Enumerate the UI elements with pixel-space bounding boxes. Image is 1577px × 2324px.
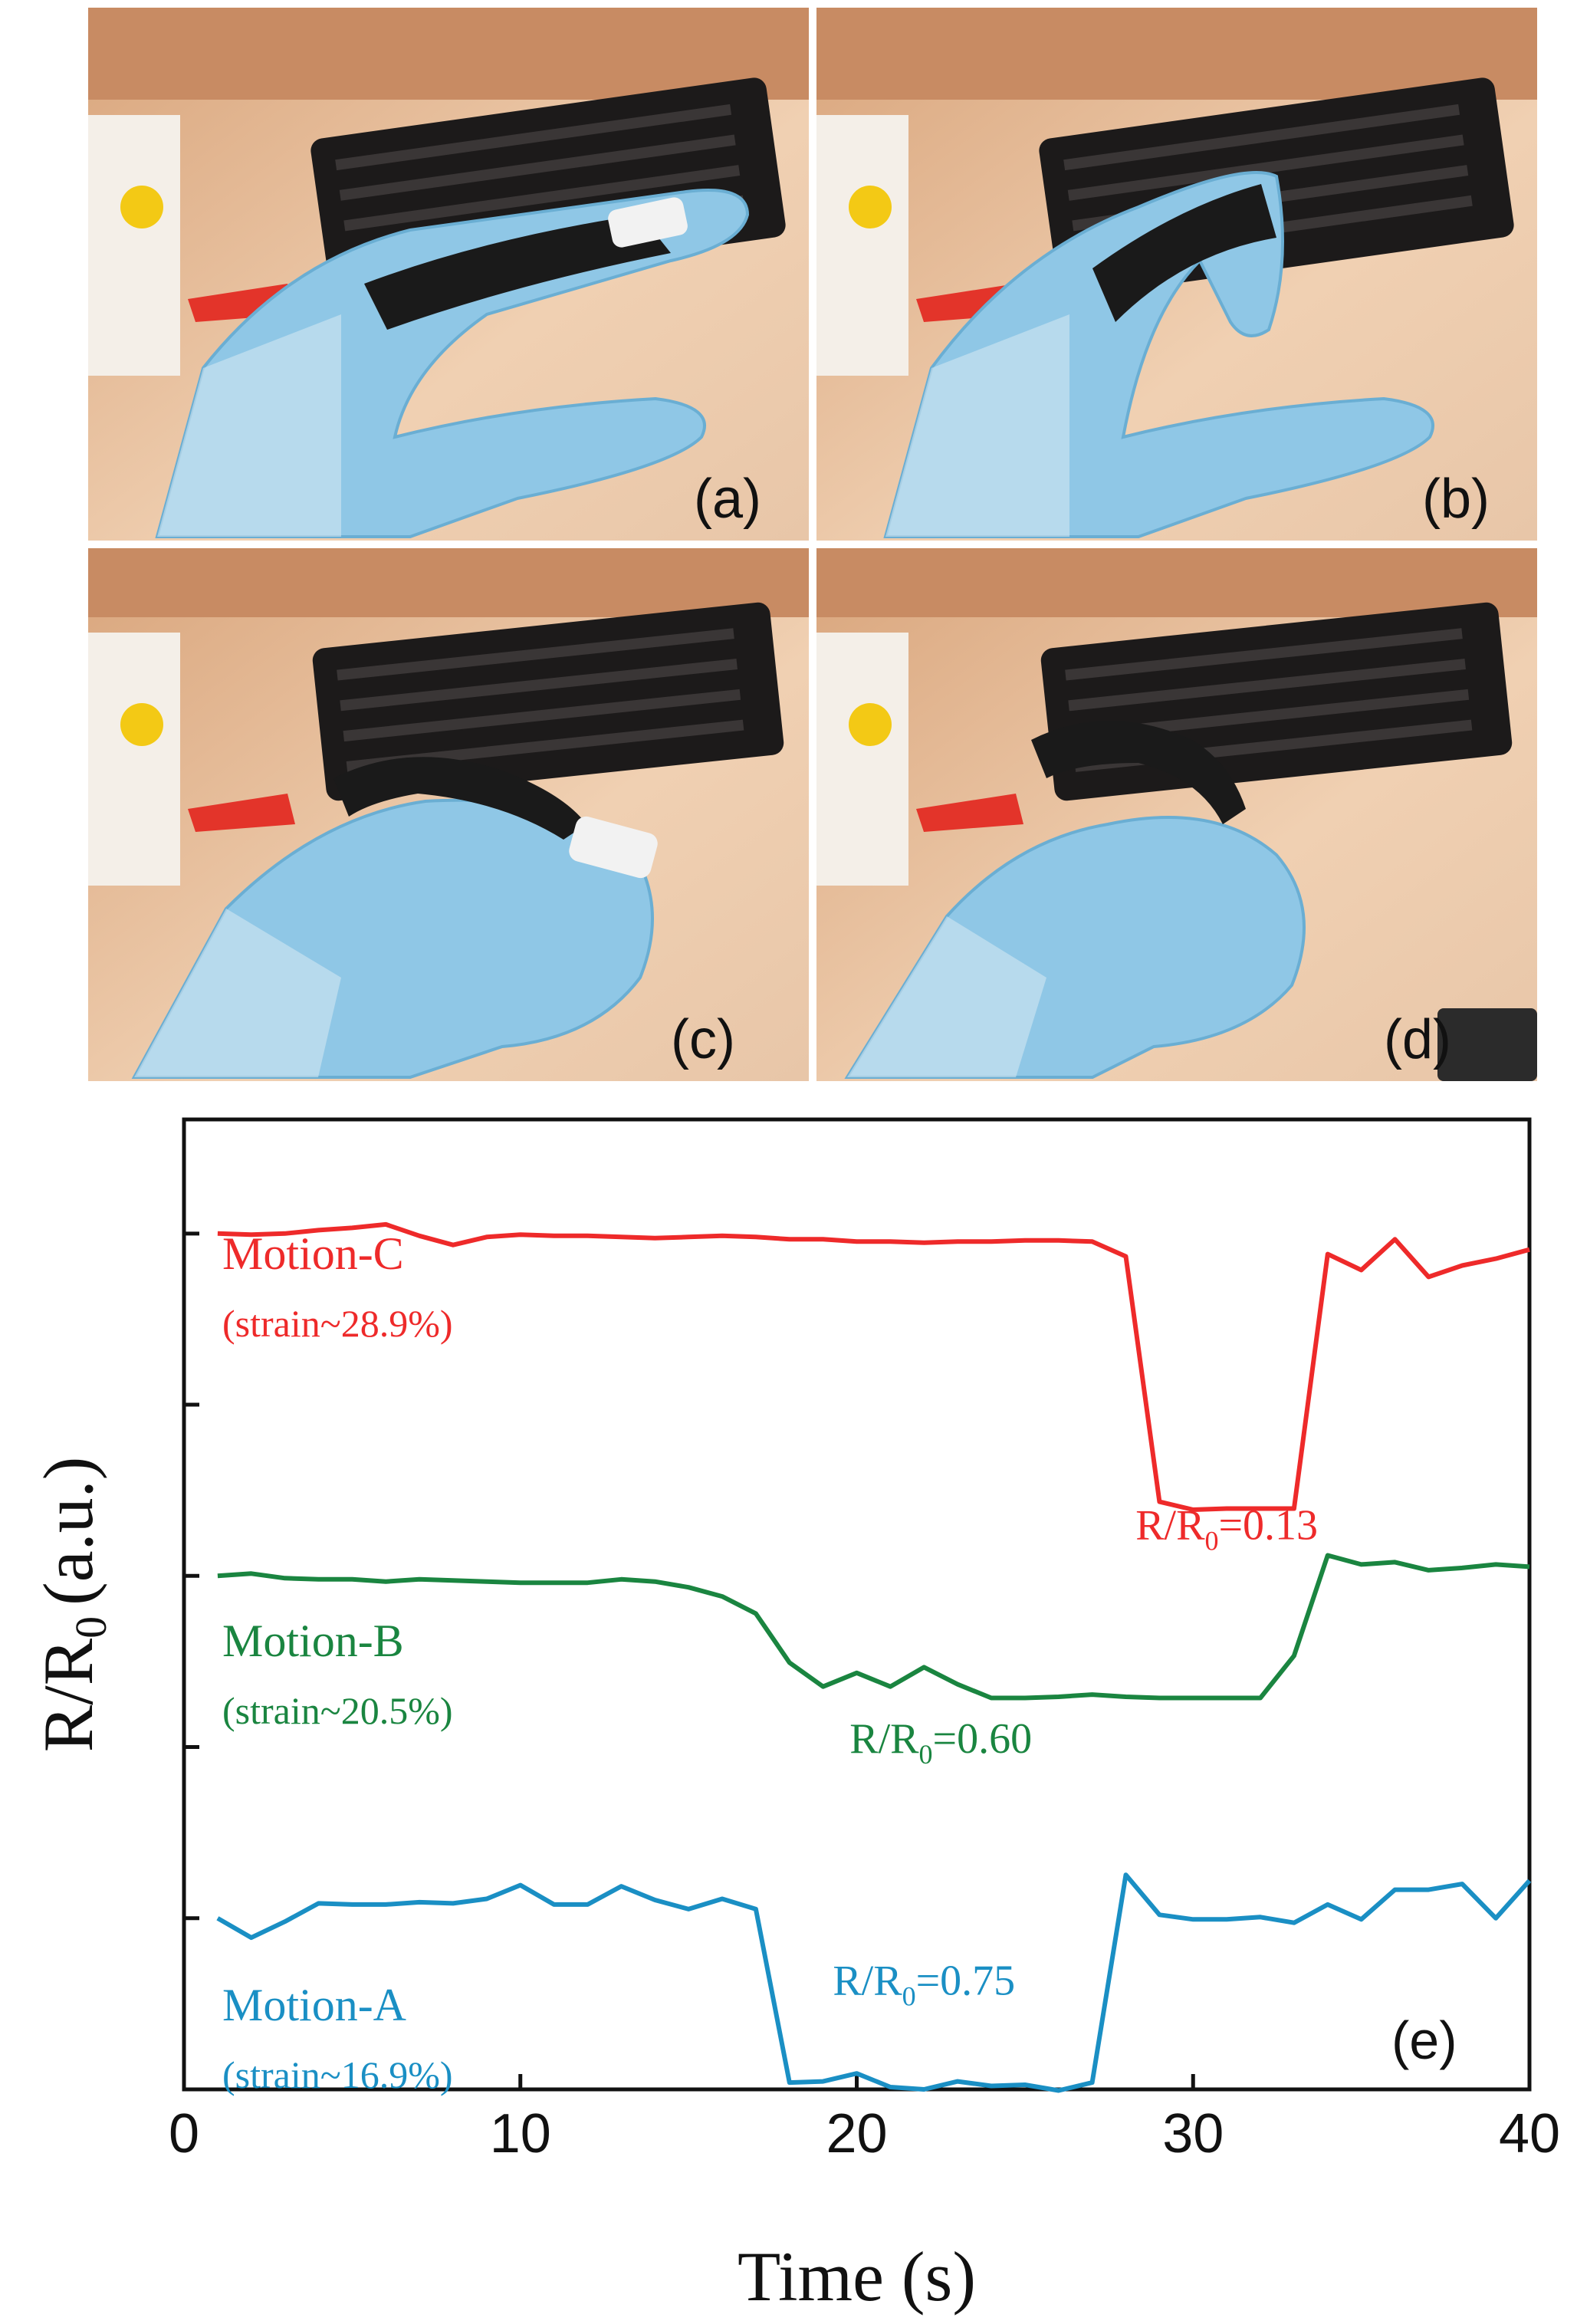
series-strain-label: (strain~28.9%) [222, 1302, 453, 1345]
x-tick-label: 30 [1162, 2103, 1224, 2165]
glove-hand-photo-d [816, 548, 1537, 1081]
resistance-time-chart: 0 10 20 30 40 Motion-C (strain~28.9%) R/R0=0.1… [29, 1117, 1560, 2316]
series-name-label: Motion-C [222, 1228, 404, 1279]
panel-label-b: (b) [1422, 468, 1490, 530]
glove-hand-photo-b [816, 8, 1537, 541]
x-tick-label: 40 [1499, 2103, 1560, 2165]
series-line-motion-a [216, 1872, 1532, 2093]
glove-hand-photo-a [88, 8, 809, 541]
photo-panel-a: (a) [88, 8, 809, 541]
photo-panel-d: (d) [816, 548, 1537, 1081]
series-annotation: R/R0=0.60 [849, 1715, 1032, 1770]
x-tick-label: 10 [490, 2103, 551, 2165]
series-name-label: Motion-A [222, 1980, 406, 2030]
series-name-label: Motion-B [222, 1616, 404, 1666]
y-axis-title-unit: (a.u.) [29, 1457, 107, 1606]
series-annotation: R/R0=0.75 [833, 1957, 1015, 2011]
y-axis-title-sub: 0 [66, 1616, 116, 1639]
panel-label-c: (c) [671, 1009, 735, 1070]
x-axis-title: Time (s) [738, 2237, 976, 2316]
series-line-motion-c [217, 1221, 1530, 1512]
series-strain-label: (strain~16.9%) [222, 2053, 453, 2096]
photo-panel-b: (b) [816, 8, 1537, 541]
panel-label-d: (d) [1384, 1009, 1451, 1070]
glove-hand-photo-c [88, 548, 809, 1081]
series-strain-label: (strain~20.5%) [222, 1689, 453, 1732]
x-tick-label: 0 [169, 2103, 199, 2165]
photo-panel-c: (c) [88, 548, 809, 1081]
chart-panel-e: 0 10 20 30 40 Motion-C (strain~28.9%) R/R0=0.1… [0, 1104, 1577, 2324]
y-axis-title: R/R0 (a.u.) [29, 1457, 116, 1752]
panel-label-e: (e) [1391, 2010, 1457, 2070]
series-annotation: R/R0=0.13 [1135, 1502, 1318, 1556]
y-axis-title-main: R/R [29, 1638, 107, 1752]
panel-label-a: (a) [694, 468, 761, 530]
series-line-motion-b [217, 1553, 1530, 1701]
x-tick-label: 20 [826, 2103, 887, 2165]
